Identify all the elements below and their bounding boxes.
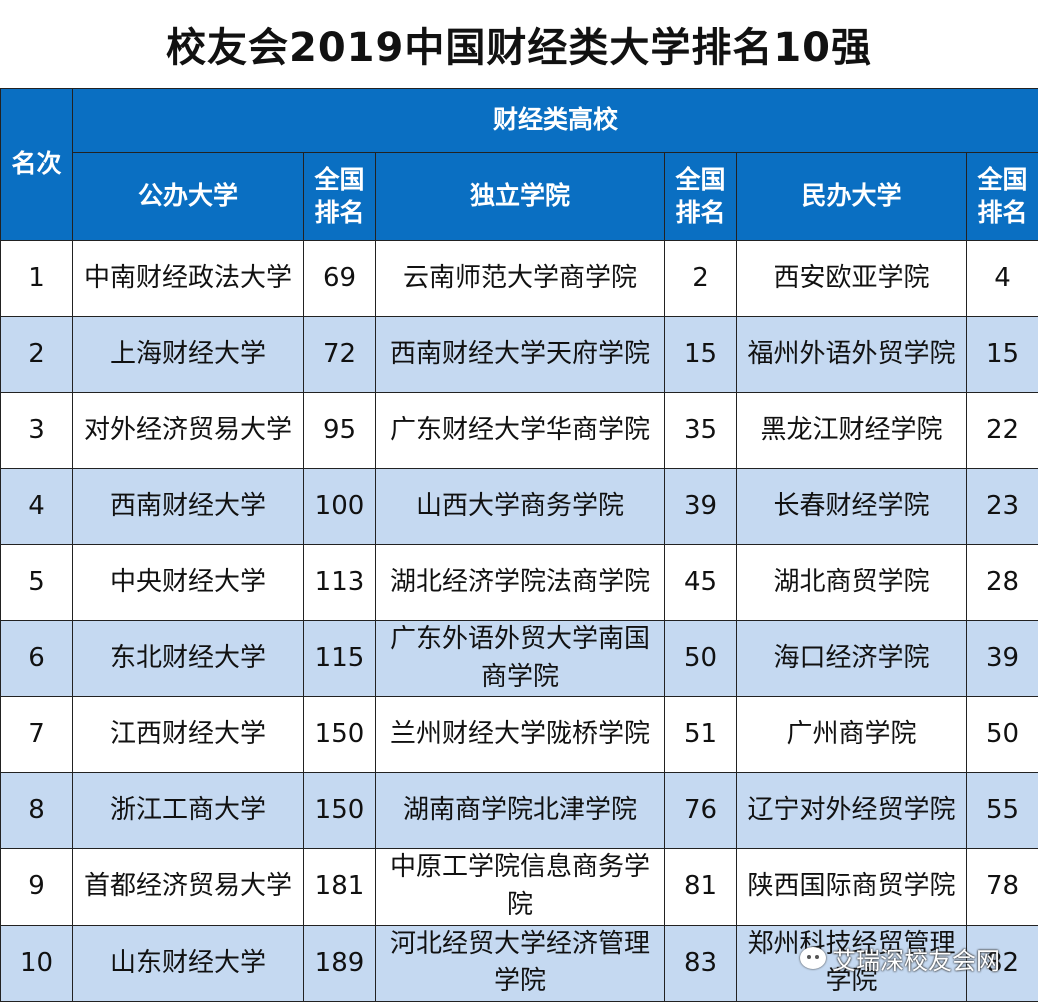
independent-rank-cell: 76: [665, 773, 737, 849]
wechat-icon: [800, 947, 826, 969]
rank-cell: 5: [1, 545, 73, 621]
public-university-cell: 上海财经大学: [73, 317, 304, 393]
public-rank-cell: 150: [304, 697, 376, 773]
public-rank-cell: 95: [304, 393, 376, 469]
rank-cell: 8: [1, 773, 73, 849]
independent-rank-cell: 51: [665, 697, 737, 773]
public-university-cell: 中南财经政法大学: [73, 241, 304, 317]
header-independent-national-rank: 全国排名: [665, 153, 737, 241]
private-university-cell: 黑龙江财经学院: [737, 393, 967, 469]
independent-college-cell: 山西大学商务学院: [376, 469, 665, 545]
private-university-cell: 西安欧亚学院: [737, 241, 967, 317]
private-rank-cell: 22: [967, 393, 1038, 469]
public-university-cell: 浙江工商大学: [73, 773, 304, 849]
public-university-cell: 东北财经大学: [73, 621, 304, 697]
private-rank-cell: 15: [967, 317, 1038, 393]
private-rank-cell: 50: [967, 697, 1038, 773]
public-rank-cell: 181: [304, 849, 376, 925]
public-rank-cell: 189: [304, 925, 376, 1001]
independent-rank-cell: 15: [665, 317, 737, 393]
public-university-cell: 首都经济贸易大学: [73, 849, 304, 925]
independent-rank-cell: 35: [665, 393, 737, 469]
public-university-cell: 中央财经大学: [73, 545, 304, 621]
private-rank-cell: 55: [967, 773, 1038, 849]
rank-cell: 4: [1, 469, 73, 545]
public-rank-cell: 150: [304, 773, 376, 849]
independent-college-cell: 云南师范大学商学院: [376, 241, 665, 317]
header-public: 公办大学: [73, 153, 304, 241]
rank-cell: 7: [1, 697, 73, 773]
independent-college-cell: 湖北经济学院法商学院: [376, 545, 665, 621]
private-university-cell: 陕西国际商贸学院: [737, 849, 967, 925]
private-university-cell: 广州商学院: [737, 697, 967, 773]
public-rank-cell: 69: [304, 241, 376, 317]
rank-cell: 10: [1, 925, 73, 1001]
private-rank-cell: 78: [967, 849, 1038, 925]
public-university-cell: 西南财经大学: [73, 469, 304, 545]
private-university-cell: 辽宁对外经贸学院: [737, 773, 967, 849]
independent-college-cell: 广东财经大学华商学院: [376, 393, 665, 469]
independent-rank-cell: 50: [665, 621, 737, 697]
independent-college-cell: 湖南商学院北津学院: [376, 773, 665, 849]
rank-cell: 9: [1, 849, 73, 925]
private-university-cell: 湖北商贸学院: [737, 545, 967, 621]
rank-cell: 2: [1, 317, 73, 393]
public-university-cell: 山东财经大学: [73, 925, 304, 1001]
independent-college-cell: 中原工学院信息商务学院: [376, 849, 665, 925]
private-university-cell: 福州外语外贸学院: [737, 317, 967, 393]
rank-cell: 3: [1, 393, 73, 469]
independent-college-cell: 广东外语外贸大学南国商学院: [376, 621, 665, 697]
public-rank-cell: 100: [304, 469, 376, 545]
independent-college-cell: 河北经贸大学经济管理学院: [376, 925, 665, 1001]
header-public-national-rank: 全国排名: [304, 153, 376, 241]
private-university-cell: 长春财经学院: [737, 469, 967, 545]
watermark: 艾瑞深校友会网: [800, 940, 1000, 976]
public-rank-cell: 115: [304, 621, 376, 697]
independent-rank-cell: 2: [665, 241, 737, 317]
header-independent: 独立学院: [376, 153, 665, 241]
watermark-text: 艾瑞深校友会网: [832, 941, 1000, 976]
public-rank-cell: 113: [304, 545, 376, 621]
private-rank-cell: 39: [967, 621, 1038, 697]
independent-college-cell: 西南财经大学天府学院: [376, 317, 665, 393]
rank-cell: 6: [1, 621, 73, 697]
public-university-cell: 江西财经大学: [73, 697, 304, 773]
header-private-national-rank: 全国排名: [967, 153, 1038, 241]
independent-rank-cell: 39: [665, 469, 737, 545]
header-group: 财经类高校: [73, 89, 1038, 153]
independent-rank-cell: 81: [665, 849, 737, 925]
private-rank-cell: 23: [967, 469, 1038, 545]
public-university-cell: 对外经济贸易大学: [73, 393, 304, 469]
private-rank-cell: 28: [967, 545, 1038, 621]
page-title: 校友会2019中国财经类大学排名10强: [0, 0, 1038, 88]
private-rank-cell: 4: [967, 241, 1038, 317]
header-rank: 名次: [1, 89, 73, 241]
independent-college-cell: 兰州财经大学陇桥学院: [376, 697, 665, 773]
header-private: 民办大学: [737, 153, 967, 241]
independent-rank-cell: 83: [665, 925, 737, 1001]
rank-cell: 1: [1, 241, 73, 317]
independent-rank-cell: 45: [665, 545, 737, 621]
ranking-table: 名次 财经类高校 公办大学 全国排名 独立学院 全国排名 民办大学 全国排名 1…: [0, 88, 1038, 1002]
private-university-cell: 海口经济学院: [737, 621, 967, 697]
public-rank-cell: 72: [304, 317, 376, 393]
